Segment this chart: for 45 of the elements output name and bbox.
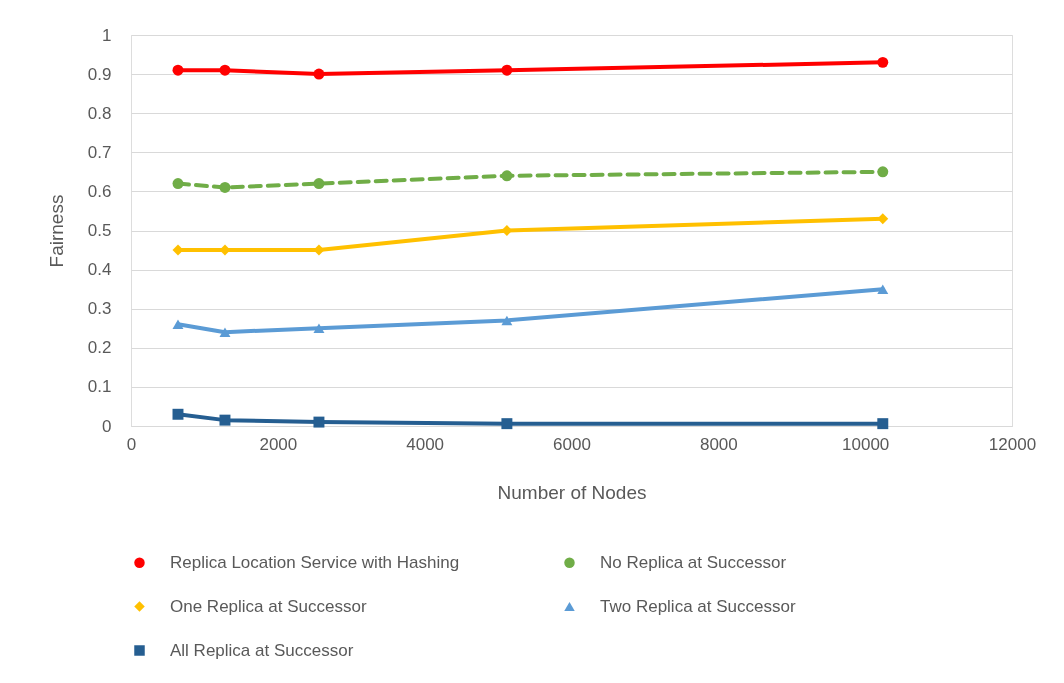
y-tick-label: 0.5	[87, 221, 112, 240]
y-tick-label: 1	[102, 25, 112, 45]
point	[877, 56, 889, 68]
y-tick-label: 0	[102, 416, 112, 436]
y-tick-label: 0.4	[87, 260, 112, 280]
x-tick-label: 0	[126, 434, 137, 454]
point	[172, 408, 184, 420]
y-tick-label: 0.1	[87, 377, 112, 397]
legend-label: Replica Location Service with Hashing	[170, 552, 460, 572]
x-tick-label: 12000	[988, 434, 1037, 454]
point	[501, 418, 513, 430]
x-tick-label: 10000	[842, 434, 890, 454]
point	[219, 64, 231, 76]
x-tick-label: 8000	[699, 434, 738, 454]
point	[219, 182, 231, 193]
point	[172, 178, 184, 190]
x-axis-title: Number of Nodes	[497, 481, 647, 503]
point	[501, 64, 513, 76]
y-tick-label: 0.6	[87, 181, 112, 201]
legend-label: Two Replica at Successor	[600, 596, 796, 616]
point	[313, 323, 325, 333]
x-tick-label: 6000	[553, 434, 591, 454]
point	[172, 319, 184, 330]
point	[219, 327, 231, 337]
x-tick-label: 2000	[259, 434, 298, 454]
point	[172, 64, 184, 76]
point	[501, 170, 513, 182]
legend-label: All Replica at Successor	[170, 640, 354, 660]
legend-label: No Replica at Successor	[600, 552, 787, 572]
point	[313, 178, 325, 190]
x-tick-label: 4000	[406, 434, 445, 454]
y-axis-title: Fairness	[45, 194, 67, 268]
y-tick-label: 0.9	[87, 64, 112, 84]
legend-label: One Replica at Successor	[170, 596, 367, 616]
point	[313, 68, 325, 80]
y-tick-label: 0.7	[87, 142, 112, 162]
point	[877, 418, 889, 430]
y-tick-label: 0.3	[87, 299, 112, 319]
point	[313, 416, 325, 428]
y-tick-label: 0.8	[87, 103, 112, 123]
point	[877, 284, 889, 294]
point	[219, 414, 231, 426]
y-tick-label: 0.2	[87, 338, 112, 358]
point	[877, 166, 889, 178]
point	[501, 315, 513, 326]
